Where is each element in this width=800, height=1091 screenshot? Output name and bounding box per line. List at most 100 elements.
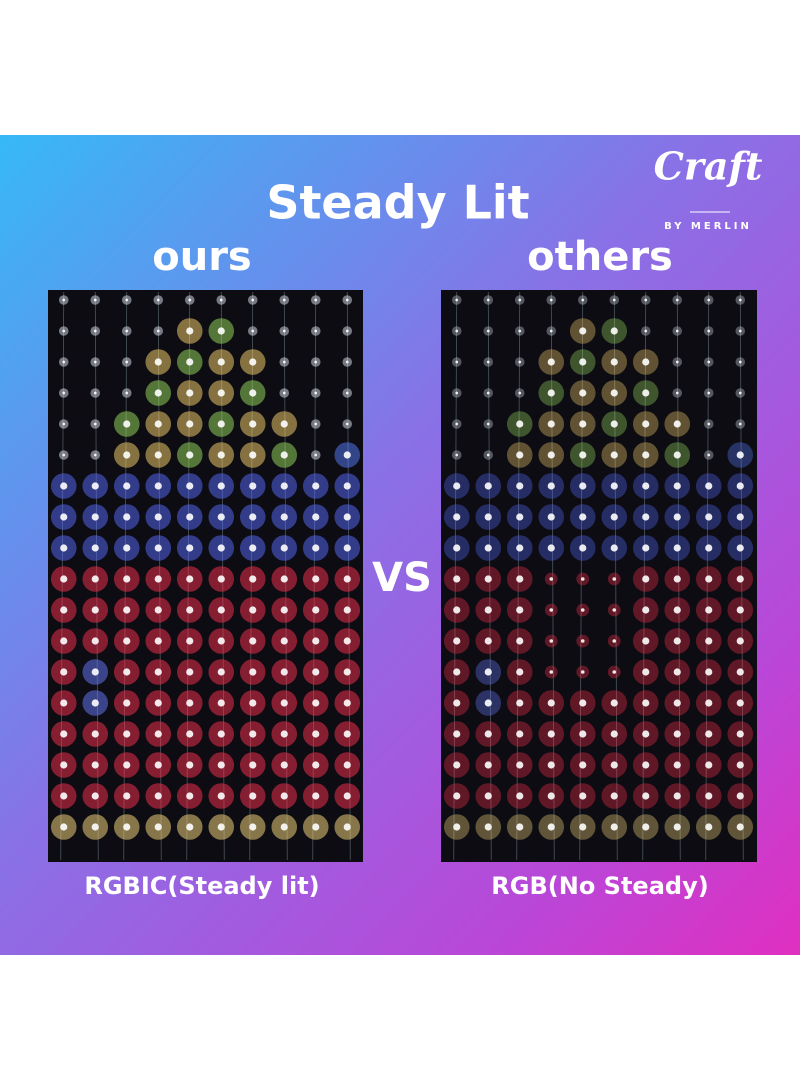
light [62,391,66,395]
light [93,298,97,302]
light [736,606,744,614]
light [453,513,461,521]
light [610,730,618,738]
light [484,730,492,738]
light [186,823,194,831]
light [707,329,711,333]
light [675,360,679,364]
light [612,639,617,643]
light [154,575,162,583]
light [249,482,257,490]
light [673,420,681,428]
light [453,575,461,583]
light [484,575,492,583]
light [642,389,650,397]
light [705,730,713,738]
light [579,451,587,459]
light [455,453,459,457]
light [123,482,131,490]
light [549,670,554,674]
light [484,761,492,769]
light [123,544,131,552]
light [610,482,618,490]
light [453,482,461,490]
light [705,575,713,583]
title: Steady Lit [266,176,529,230]
light [123,420,131,428]
light [91,513,99,521]
light [123,761,131,769]
light [675,298,679,302]
light [516,606,524,614]
light [642,575,650,583]
light [186,668,194,676]
light [312,761,320,769]
light [516,761,524,769]
light [314,422,318,426]
light [547,730,555,738]
light [516,482,524,490]
light [736,699,744,707]
light [154,606,162,614]
light [484,513,492,521]
light [62,360,66,364]
light [217,823,225,831]
light [125,298,129,302]
light [547,420,555,428]
light [547,451,555,459]
light [217,637,225,645]
light [549,639,554,643]
light [705,823,713,831]
light [186,327,194,335]
light [123,668,131,676]
light [249,792,257,800]
light [343,668,351,676]
light [91,482,99,490]
light [642,761,650,769]
light [282,298,286,302]
light [453,761,461,769]
photo [441,290,757,862]
light [314,298,318,302]
light [580,670,585,674]
light [217,451,225,459]
photo [48,290,363,862]
light [673,823,681,831]
light [642,730,650,738]
light [312,637,320,645]
light [280,544,288,552]
light [280,451,288,459]
light [154,637,162,645]
light [217,730,225,738]
light [62,422,66,426]
light [547,482,555,490]
light [705,792,713,800]
light [249,451,257,459]
light [186,730,194,738]
light [644,329,648,333]
light [547,792,555,800]
light [516,575,524,583]
light [736,823,744,831]
light [60,823,68,831]
light [62,298,66,302]
light [91,699,99,707]
light [249,358,257,366]
light [738,391,742,395]
light [62,453,66,457]
light [343,637,351,645]
light [547,389,555,397]
light [707,453,711,457]
light [249,544,257,552]
logo: Craft [654,144,763,189]
light [186,761,194,769]
light [579,420,587,428]
light [518,298,522,302]
light [343,482,351,490]
light [251,298,255,302]
light [217,327,225,335]
light [673,606,681,614]
light [705,637,713,645]
light [93,391,97,395]
light [610,389,618,397]
